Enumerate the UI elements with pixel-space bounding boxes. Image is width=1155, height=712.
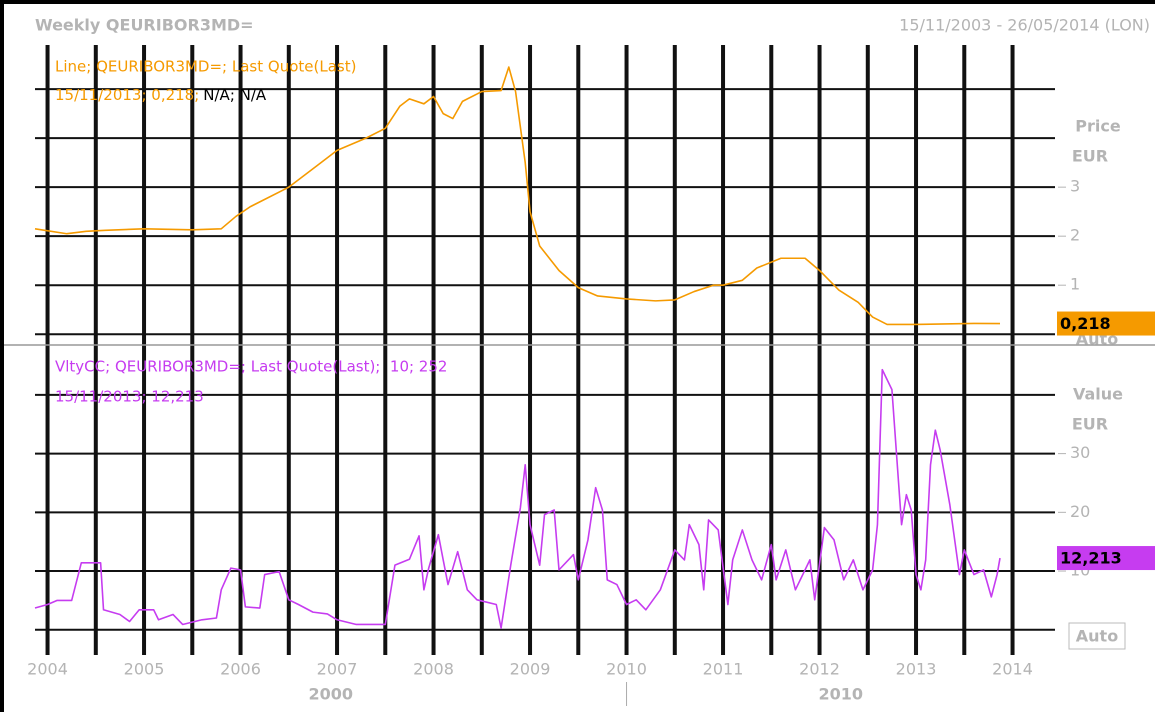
scale-mode-box	[1068, 622, 1126, 650]
x-major-label: 2010	[819, 685, 864, 704]
x-tick-label: 2014	[992, 660, 1033, 679]
status-values: 15/11/2013; 0,218;	[55, 86, 199, 104]
x-tick-label: 2013	[896, 660, 937, 679]
x-tick-label: 2004	[27, 660, 68, 679]
y-tick-label: 3	[1070, 177, 1080, 196]
y-tick-label: 30	[1070, 443, 1090, 462]
date-range: 15/11/2003 - 26/05/2014 (LON)	[899, 16, 1150, 35]
series-status: 15/11/2013; 0,218; N/A; N/A	[55, 86, 267, 104]
x-major-label: 2000	[309, 685, 354, 704]
series-line	[34, 368, 1001, 629]
x-tick-label: 2007	[317, 660, 358, 679]
y-tick-label: 2	[1070, 226, 1080, 245]
series-legend: Line; QEURIBOR3MD=; Last Quote(Last)	[55, 58, 356, 76]
x-tick-label: 2006	[220, 660, 261, 679]
last-value-box	[1057, 546, 1155, 571]
x-tick-label: 2010	[606, 660, 647, 679]
series-legend: VltyCC; QEURIBOR3MD=; Last Quote(Last); …	[55, 358, 447, 376]
axis-unit: EUR	[1072, 415, 1108, 434]
y-tick-label: 1	[1070, 275, 1080, 294]
grid-layer	[35, 45, 1055, 655]
last-value-label: 0,218	[1060, 314, 1111, 333]
axis-unit: EUR	[1072, 147, 1108, 166]
marks-layer	[34, 66, 1001, 629]
x-tick-label: 2011	[703, 660, 744, 679]
last-value-label: 12,213	[1060, 549, 1122, 568]
status-na: N/A; N/A	[203, 86, 267, 104]
series-status: 15/11/2013; 12,213	[55, 388, 204, 406]
title: Weekly QEURIBOR3MD=	[35, 16, 254, 35]
y-tick-label: 20	[1070, 502, 1090, 521]
axis-label: Price	[1075, 117, 1121, 136]
x-tick-label: 2009	[510, 660, 551, 679]
series-line	[34, 66, 1001, 326]
last-value-box	[1057, 311, 1155, 336]
scale-mode: Auto	[1076, 627, 1118, 646]
labels-layer: 2004 2005 2006 2007 2008 2009 2010 2011 2012 2013…	[27, 177, 1155, 706]
axis-label: Value	[1073, 385, 1123, 404]
x-tick-label: 2008	[413, 660, 454, 679]
x-tick-label: 2005	[124, 660, 165, 679]
x-tick-label: 2012	[799, 660, 840, 679]
